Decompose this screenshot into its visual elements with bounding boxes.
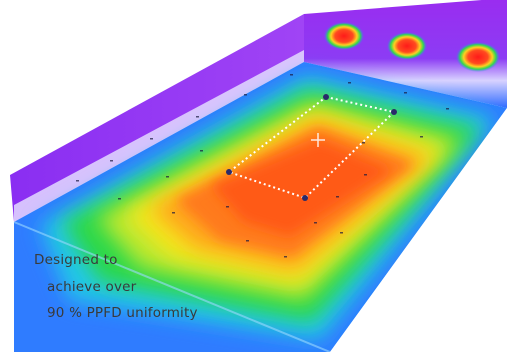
light-spots: [324, 22, 500, 72]
left-wall: [10, 14, 304, 222]
light-spot-icon: [324, 22, 364, 50]
heatmap-floor: [14, 62, 507, 352]
selection-handle[interactable]: [226, 169, 232, 175]
sensor-markers: [76, 74, 449, 258]
caption-line-2: achieve over: [47, 279, 137, 295]
selection-handle[interactable]: [391, 109, 397, 115]
light-spot-icon: [387, 32, 427, 60]
selection-handle[interactable]: [323, 94, 329, 100]
crosshair-icon: [311, 133, 325, 147]
selection-handle[interactable]: [302, 195, 308, 201]
caption-line-3: 90 % PPFD uniformity: [47, 305, 198, 321]
light-spot-icon: [456, 42, 500, 72]
selection-outline: [226, 95, 397, 200]
floor-edge: [13, 221, 331, 352]
caption-line-1: Designed to: [34, 252, 118, 268]
measurement-area: [226, 94, 397, 201]
